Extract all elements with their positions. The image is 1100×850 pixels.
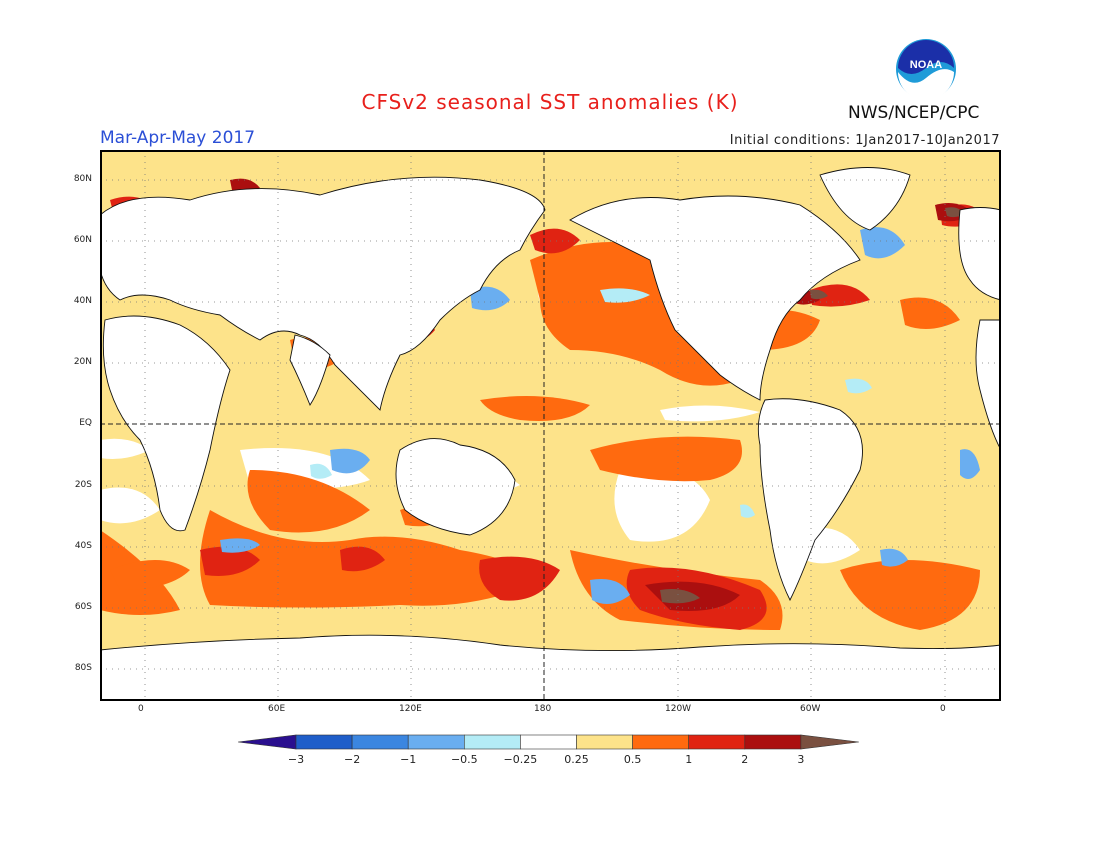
land-south-america xyxy=(757,398,863,602)
lat-tick-label: 60N xyxy=(73,235,92,245)
colorbar-label: −2 xyxy=(344,753,360,766)
colorbar-swatch xyxy=(351,734,409,750)
colorbar-swatch xyxy=(520,734,577,750)
initial-conditions-label: Initial conditions: 1Jan2017-10Jan2017 xyxy=(729,133,1000,148)
land-australia xyxy=(395,438,516,536)
land-antarctica xyxy=(100,634,1001,701)
lon-tick-label: 0 xyxy=(940,704,946,714)
colorbar-label: 0.25 xyxy=(564,753,589,766)
lat-tick-label: 40S xyxy=(74,541,92,551)
noaa-logo-wave xyxy=(898,69,954,100)
land-masses xyxy=(100,167,1001,701)
map-frame xyxy=(100,150,1001,701)
noaa-logo-top xyxy=(898,40,954,74)
colorbar-label: −3 xyxy=(288,753,304,766)
colorbar-swatch xyxy=(744,734,802,750)
cool-anomaly-areas xyxy=(160,227,980,604)
land-india xyxy=(289,334,331,406)
lon-tick-label: 60E xyxy=(268,704,286,714)
lat-tick-label: 40N xyxy=(73,296,92,306)
sst-anomaly-map xyxy=(100,150,1001,701)
land-north-america xyxy=(569,195,861,401)
colorbar-labels: −3 −2 −1 −0.5 −0.25 0.25 0.5 1 2 3 xyxy=(288,753,805,766)
colorbar-label: −0.5 xyxy=(451,753,478,766)
colorbar-swatch xyxy=(407,734,465,750)
lat-tick-label: 20N xyxy=(73,357,92,367)
colorbar-label: −0.25 xyxy=(504,753,538,766)
land-eurasia xyxy=(100,176,546,411)
colorbar-swatch xyxy=(800,734,859,750)
colorbar-swatch xyxy=(576,734,633,750)
noaa-logo: NOAA xyxy=(896,39,956,100)
land-europe-wrap xyxy=(958,207,1001,301)
land-greenland xyxy=(819,167,911,231)
graticule xyxy=(100,150,1001,701)
lat-tick-label: EQ xyxy=(79,418,92,428)
colorbar-label: −1 xyxy=(400,753,416,766)
colorbar-label: 0.5 xyxy=(624,753,642,766)
colorbar-swatch xyxy=(632,734,690,750)
colorbar-label: 1 xyxy=(685,753,692,766)
colorbar-swatch xyxy=(688,734,746,750)
lat-tick-label: 80S xyxy=(74,663,92,673)
lon-tick-label: 0 xyxy=(138,704,144,714)
colorbar-label: 2 xyxy=(741,753,748,766)
reference-lines xyxy=(100,150,1001,701)
weak-cool-anomaly-areas xyxy=(310,288,872,518)
colorbar: −3 −2 −1 −0.5 −0.25 0.25 0.5 1 2 3 xyxy=(238,734,859,766)
season-label: Mar-Apr-May 2017 xyxy=(100,128,256,148)
colorbar-swatch xyxy=(464,734,521,750)
colorbar-swatch xyxy=(238,734,297,750)
lat-axis: 80N 60N 40N 20N EQ 20S 40S 60S 80S xyxy=(60,150,96,701)
colorbar-label: 3 xyxy=(797,753,804,766)
lat-tick-label: 60S xyxy=(74,602,92,612)
colorbar-swatches xyxy=(238,734,859,750)
lon-tick-label: 180 xyxy=(534,704,552,714)
lon-tick-label: 120W xyxy=(665,704,692,714)
lon-tick-label: 60W xyxy=(800,704,821,714)
colorbar-swatch xyxy=(295,734,353,750)
lon-axis: 0 60E 120E 180 120W 60W 0 xyxy=(100,704,1001,718)
land-africa-wrap xyxy=(975,319,1001,451)
chart-title: CFSv2 seasonal SST anomalies (K) xyxy=(361,90,739,114)
lon-tick-label: 120E xyxy=(399,704,422,714)
agency-label: NWS/NCEP/CPC xyxy=(848,103,980,123)
lat-tick-label: 80N xyxy=(73,174,92,184)
noaa-logo-text: NOAA xyxy=(910,59,942,71)
lat-tick-label: 20S xyxy=(74,480,92,490)
land-africa xyxy=(102,315,231,532)
